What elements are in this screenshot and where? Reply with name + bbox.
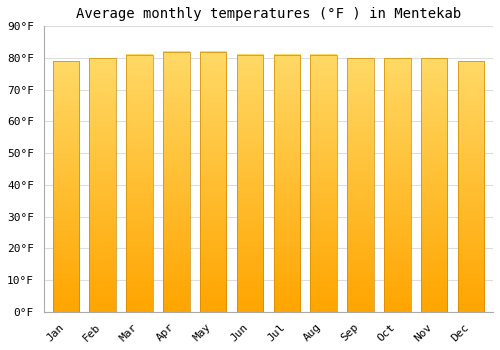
Bar	[52, 61, 79, 312]
Title: Average monthly temperatures (°F ) in Mentekab: Average monthly temperatures (°F ) in Me…	[76, 7, 461, 21]
Bar	[126, 55, 152, 312]
Bar	[274, 55, 300, 312]
Bar	[421, 58, 448, 312]
Bar	[347, 58, 374, 312]
Bar	[90, 58, 116, 312]
Bar	[163, 52, 190, 312]
Bar	[384, 58, 410, 312]
Bar	[200, 52, 226, 312]
Bar	[458, 61, 484, 312]
Bar	[310, 55, 337, 312]
Bar	[236, 55, 263, 312]
